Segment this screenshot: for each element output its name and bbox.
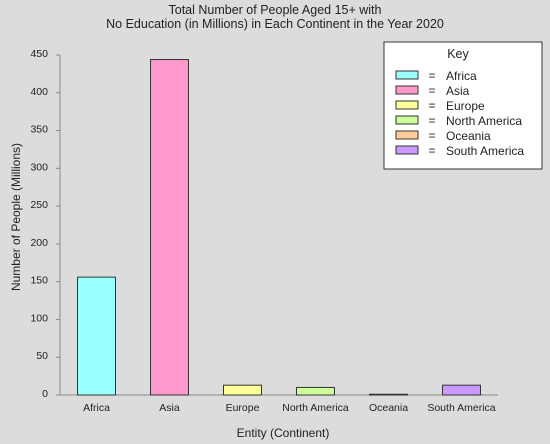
x-tick-label: Oceania bbox=[369, 402, 408, 414]
x-tick-label: North America bbox=[282, 402, 349, 414]
legend-label: Europe bbox=[446, 99, 485, 113]
x-tick-label: South America bbox=[427, 402, 495, 414]
legend-separator: = bbox=[428, 69, 435, 83]
bar-africa bbox=[77, 276, 116, 396]
legend-swatch bbox=[395, 70, 419, 80]
legend-swatch bbox=[395, 130, 419, 140]
bar-asia bbox=[150, 59, 189, 396]
bars-group bbox=[77, 59, 481, 396]
x-tick-label: Africa bbox=[83, 402, 110, 414]
bar-north-america bbox=[296, 386, 335, 396]
x-axis-title: Entity (Continent) bbox=[237, 426, 330, 440]
legend-label: North America bbox=[446, 114, 522, 128]
y-tick-label: 200 bbox=[30, 237, 48, 249]
x-axis-ticks: Africa Asia Europe North America Oceania Sout… bbox=[83, 402, 496, 414]
chart-title-line-1: Total Number of People Aged 15+ with bbox=[169, 3, 382, 17]
bar-oceania bbox=[369, 393, 408, 396]
legend-label: South America bbox=[446, 144, 524, 158]
y-tick-label: 250 bbox=[30, 199, 48, 211]
legend-entries: = Africa = Asia = Europe = North America = Oceani… bbox=[395, 69, 524, 158]
y-tick-label: 150 bbox=[30, 275, 48, 287]
chart-title: Total Number of People Aged 15+ with No … bbox=[106, 3, 444, 31]
x-tick-label: Europe bbox=[226, 402, 260, 414]
bar-europe bbox=[223, 384, 262, 396]
legend-swatch bbox=[395, 85, 419, 95]
y-tick-label: 400 bbox=[30, 86, 48, 98]
legend-label: Africa bbox=[446, 69, 477, 83]
x-tick-label: Asia bbox=[159, 402, 180, 414]
bar-south-america bbox=[442, 384, 481, 396]
y-tick-label: 50 bbox=[36, 350, 48, 362]
legend-separator: = bbox=[428, 84, 435, 98]
legend-swatch bbox=[395, 100, 419, 110]
legend-swatch bbox=[395, 115, 419, 125]
chart-title-line-2: No Education (in Millions) in Each Conti… bbox=[106, 17, 444, 31]
legend-separator: = bbox=[428, 99, 435, 113]
y-tick-label: 350 bbox=[30, 124, 48, 136]
y-axis-ticks: 0 50 100 150 200 250 300 350 400 450 bbox=[30, 48, 60, 400]
legend-swatch bbox=[395, 145, 419, 155]
y-tick-label: 0 bbox=[42, 388, 48, 400]
y-tick-label: 100 bbox=[30, 312, 48, 324]
y-axis-title: Number of People (Millions) bbox=[9, 143, 23, 291]
y-tick-label: 450 bbox=[30, 48, 48, 60]
legend-title: Key bbox=[447, 47, 469, 61]
legend-label: Oceania bbox=[446, 129, 491, 143]
legend-separator: = bbox=[428, 144, 435, 158]
y-tick-label: 300 bbox=[30, 161, 48, 173]
legend-separator: = bbox=[428, 114, 435, 128]
legend: Key = Africa = Asia = Europe = North America = Oc… bbox=[383, 41, 543, 170]
legend-label: Asia bbox=[446, 84, 470, 98]
legend-separator: = bbox=[428, 129, 435, 143]
